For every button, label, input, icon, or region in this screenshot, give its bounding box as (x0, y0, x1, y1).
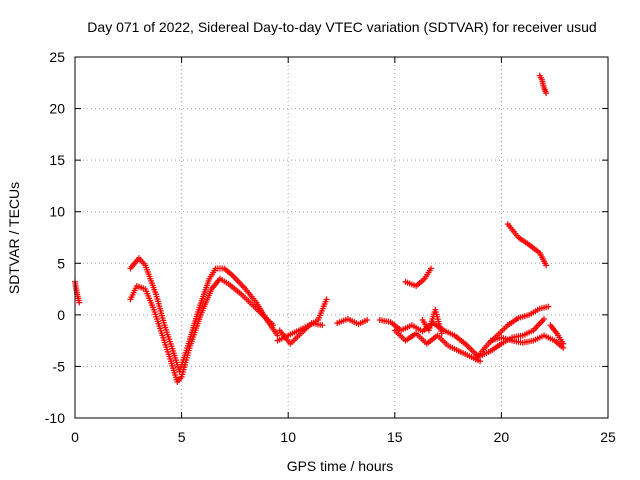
data-point (364, 317, 371, 324)
y-tick-label: 0 (57, 307, 65, 323)
y-tick-label: 15 (49, 152, 65, 168)
data-point (270, 322, 277, 329)
data-point (477, 358, 484, 365)
x-tick-label: 5 (178, 429, 186, 445)
y-tick-label: 20 (49, 101, 65, 117)
y-tick-label: 10 (49, 204, 65, 220)
x-tick-label: 25 (600, 429, 616, 445)
y-tick-label: -10 (45, 410, 65, 426)
x-tick-label: 10 (280, 429, 296, 445)
data-point (274, 332, 281, 339)
data-point (560, 340, 567, 347)
data-point (438, 330, 445, 337)
y-tick-label: 25 (49, 49, 65, 65)
y-tick-label: 5 (57, 255, 65, 271)
data-point (543, 262, 550, 269)
ticks: 0 5 10 15 20 25 -10 -5 0 5 10 15 20 25 (45, 49, 616, 445)
plot-frame (74, 56, 609, 419)
x-axis-label: GPS time / hours (287, 458, 394, 474)
data-point (541, 315, 548, 322)
data-point (323, 296, 330, 303)
x-tick-label: 15 (387, 429, 403, 445)
x-tick-label: 0 (71, 429, 79, 445)
data-point (543, 90, 550, 97)
data-point (76, 299, 83, 306)
data-point (428, 265, 435, 272)
x-tick-label: 20 (494, 429, 510, 445)
data-layer (72, 72, 567, 385)
y-axis-label: SDTVAR / TECUs (6, 182, 22, 294)
data-point (319, 322, 326, 329)
y-tick-label: -5 (53, 358, 66, 374)
data-point (545, 303, 552, 310)
grid (75, 57, 608, 418)
chart-title: Day 071 of 2022, Sidereal Day-to-day VTE… (87, 19, 596, 35)
